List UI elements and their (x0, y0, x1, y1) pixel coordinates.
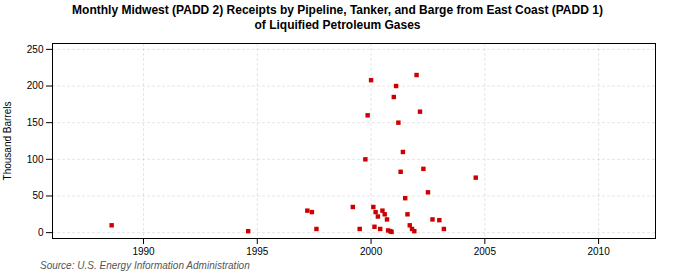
svg-text:50: 50 (32, 190, 44, 201)
svg-text:250: 250 (27, 44, 44, 55)
svg-text:2005: 2005 (474, 246, 497, 257)
svg-text:200: 200 (27, 80, 44, 91)
html-text:Source: U.S. Energy Informatio: Source: U.S. Energy Information Administ… (40, 260, 250, 271)
svg-text:0: 0 (38, 227, 44, 238)
svg-text:2010: 2010 (587, 246, 610, 257)
svg-text:2000: 2000 (360, 246, 383, 257)
html-text:Monthly Midwest (PADD 2) Recei: Monthly Midwest (PADD 2) Receipts by Pip… (72, 3, 603, 32)
svg-text:1995: 1995 (246, 246, 269, 257)
svg-text:1990: 1990 (132, 246, 155, 257)
svg-text:100: 100 (27, 154, 44, 165)
svg-text:150: 150 (27, 117, 44, 128)
svg-text:Thousand Barrels: Thousand Barrels (2, 102, 13, 181)
